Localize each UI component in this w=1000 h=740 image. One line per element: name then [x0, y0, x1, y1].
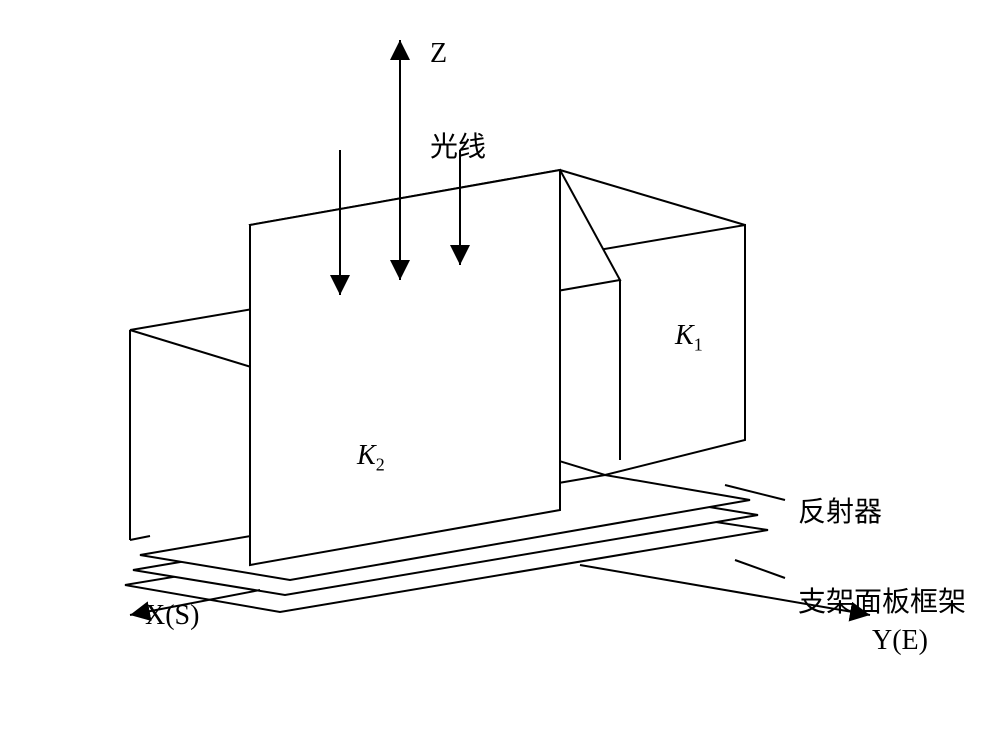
- bracket-panel-frame-label: 支架面板框架: [798, 580, 966, 620]
- y-axis-label: Y(E): [872, 625, 928, 657]
- k1-label: K1: [675, 320, 703, 356]
- k2-label: K2: [357, 440, 385, 476]
- z-axis-label: Z: [430, 38, 447, 70]
- x-axis-label: X(S): [145, 600, 199, 632]
- reflector-label: 反射器: [798, 490, 882, 530]
- front-reflector-panel: [250, 170, 560, 565]
- top-right-edge: [560, 170, 745, 225]
- frame-leader-line: [735, 560, 785, 578]
- light-ray-label: 光线: [430, 125, 486, 165]
